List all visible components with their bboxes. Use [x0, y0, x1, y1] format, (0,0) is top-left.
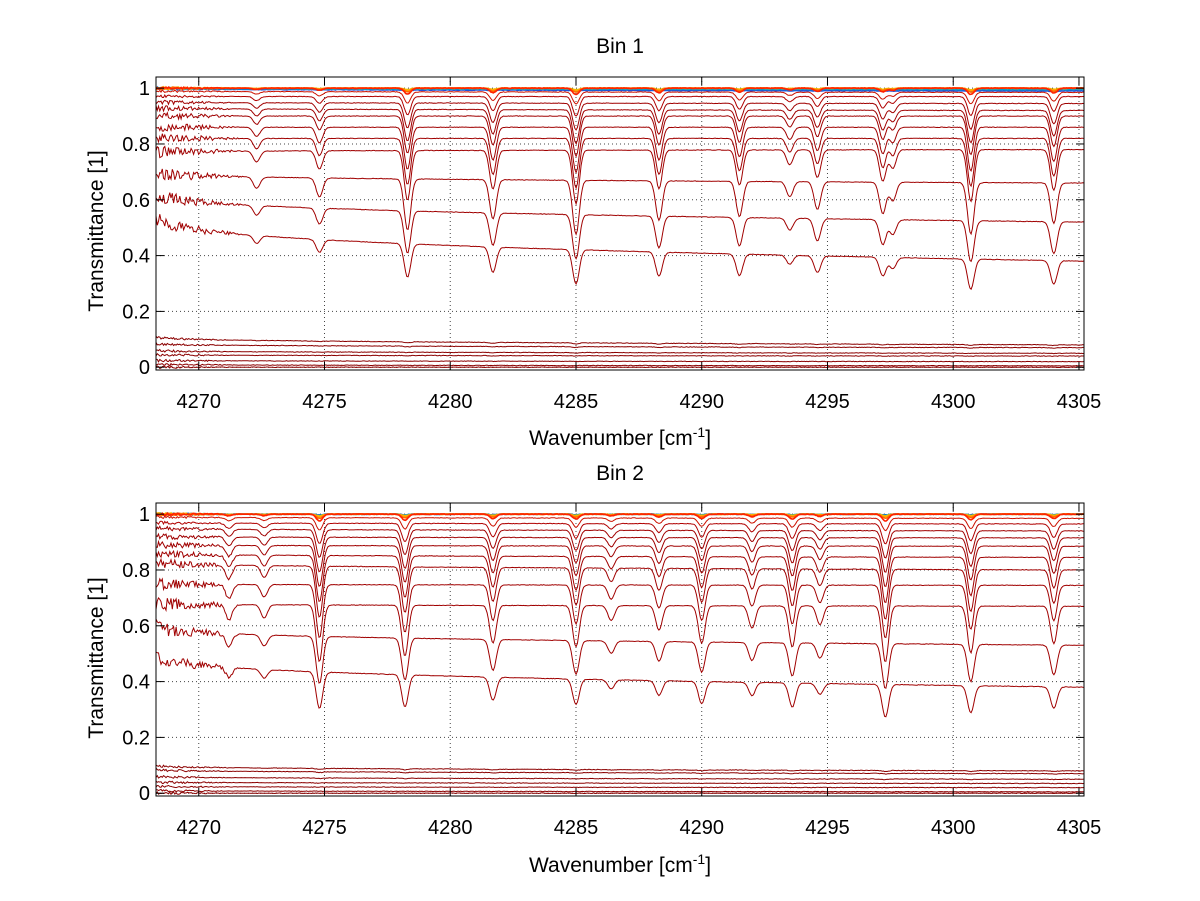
y-tick-label: 1: [139, 78, 150, 100]
panel-bin-1: Bin 1 Transmittance [1] Wavenumber [cm-1…: [85, 35, 1101, 450]
y-tick-label: 0.4: [122, 246, 150, 268]
spectrum-line: [155, 94, 1084, 117]
spectrum-line: [155, 780, 1085, 785]
spectrum-line: [155, 104, 1085, 145]
y-axis-label: Transmittance [1]: [85, 150, 108, 311]
plot-lines: [155, 85, 1085, 369]
x-tick-label: 4290: [679, 391, 724, 413]
x-ticks: 4270 4275 4280 4285 4290 4295 4300 4305: [177, 77, 1102, 413]
x-tick-label: 4280: [428, 391, 473, 413]
spectrum-line: [155, 784, 1085, 789]
spectrum-line: [155, 520, 1085, 545]
y-tick-label: 0: [139, 357, 150, 379]
spectrum-line: [155, 532, 1085, 573]
spectrum-line: [155, 168, 1085, 236]
spectrum-line: [155, 145, 1085, 206]
x-axis-label: Wavenumber [cm-1]: [529, 851, 711, 877]
spectrum-line: [155, 362, 1085, 367]
spectrum-line: [155, 577, 1084, 639]
x-tick-label: 4275: [302, 817, 347, 839]
spectrum-line: [155, 549, 1085, 604]
spectrum-line: [155, 133, 1085, 190]
x-tick-label: 4275: [302, 391, 347, 413]
spectrum-line: [155, 89, 1085, 105]
y-tick-label: 0.8: [122, 134, 150, 156]
spectrum-line: [155, 99, 1085, 131]
spectrum-line: [155, 111, 1085, 158]
x-axis-label: Wavenumber [cm-1]: [529, 424, 711, 450]
spectrum-line: [155, 353, 1084, 357]
y-tick-label: 0.4: [122, 672, 150, 694]
axes-frame: [155, 76, 1085, 371]
spectrum-line: [155, 335, 1085, 347]
y-ticks: 0 0.2 0.4 0.6 0.8 1: [122, 504, 1084, 805]
x-tick-label: 4300: [931, 391, 976, 413]
axes-frame: [155, 502, 1085, 797]
spectrum-line: [155, 342, 1084, 349]
spectrum-line: [155, 214, 1085, 291]
x-tick-label: 4285: [554, 391, 599, 413]
panel-title: Bin 1: [596, 35, 644, 58]
x-tick-label: 4270: [177, 391, 222, 413]
spectrum-line: [156, 788, 1085, 793]
x-tick-label: 4295: [805, 391, 850, 413]
spectrum-line: [155, 774, 1085, 781]
spectrum-line: [155, 525, 1085, 559]
spectrum-line: [155, 365, 1085, 369]
spectrum-line: [155, 123, 1085, 174]
y-tick-label: 1: [139, 504, 150, 526]
spectrum-line: [155, 596, 1085, 663]
spectrum-line: [155, 651, 1085, 718]
y-tick-label: 0.6: [122, 190, 150, 212]
panel-bin-2: Bin 2 Transmittance [1] Wavenumber [cm-1…: [85, 462, 1101, 877]
spectrum-line: [155, 557, 1085, 620]
x-tick-label: 4305: [1057, 391, 1102, 413]
y-tick-label: 0.8: [122, 560, 150, 582]
y-tick-label: 0.2: [122, 301, 150, 323]
spectrum-line: [155, 358, 1085, 363]
spectrum-line: [155, 618, 1085, 689]
y-axis-label: Transmittance [1]: [85, 577, 108, 738]
x-tick-label: 4280: [428, 817, 473, 839]
plot-lines: [155, 511, 1085, 796]
x-tick-label: 4305: [1057, 817, 1102, 839]
spectrum-line: [155, 790, 1084, 796]
spectrum-line: [155, 348, 1084, 355]
x-tick-label: 4300: [931, 817, 976, 839]
x-ticks: 4270 4275 4280 4285 4290 4295 4300 4305: [177, 503, 1102, 839]
x-tick-label: 4285: [554, 817, 599, 839]
spectrum-line: [155, 192, 1085, 263]
y-ticks: 0 0.2 0.4 0.6 0.8 1: [122, 78, 1084, 379]
x-tick-label: 4290: [679, 817, 724, 839]
x-tick-label: 4295: [805, 817, 850, 839]
spectrum-line: [155, 767, 1085, 775]
spectrum-line: [155, 764, 1085, 773]
spectrum-line: [155, 511, 1085, 522]
y-tick-label: 0.2: [122, 727, 150, 749]
y-tick-label: 0.6: [122, 616, 150, 638]
y-tick-label: 0: [139, 783, 150, 805]
spectrum-line: [155, 515, 1085, 532]
spectrum-line: [155, 539, 1085, 587]
panel-title: Bin 2: [596, 462, 644, 485]
x-tick-label: 4270: [177, 817, 222, 839]
spectrum-line: [155, 86, 1085, 96]
